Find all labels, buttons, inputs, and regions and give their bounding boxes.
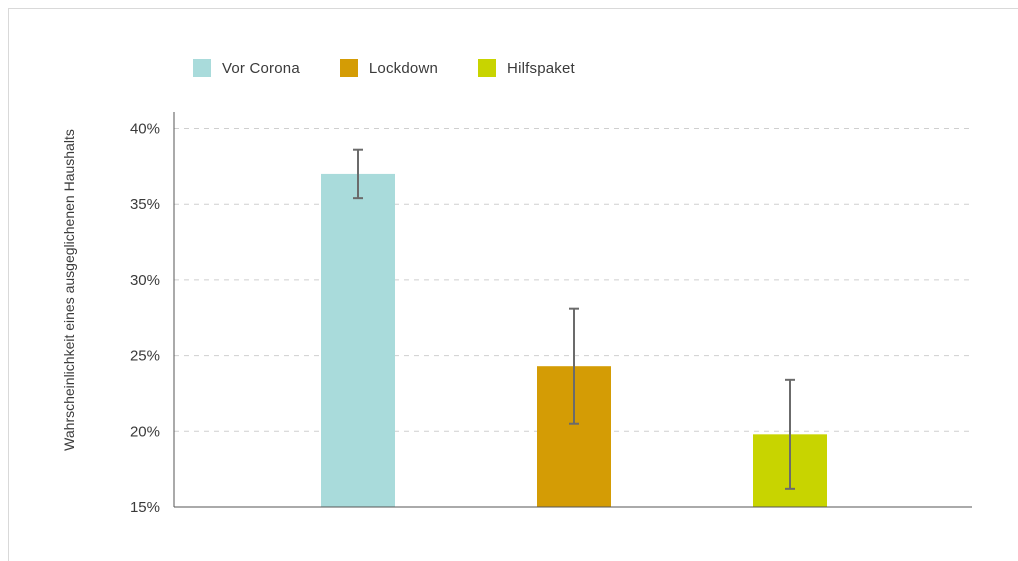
y-axis-title: Wahrscheinlichkeit eines ausgeglichenen … [61, 129, 77, 451]
gridlines [174, 128, 972, 432]
legend-swatch-hilfspaket [478, 59, 497, 77]
y-tick-label: 35% [130, 196, 160, 213]
legend-label-hilfspaket: Hilfspaket [507, 59, 575, 77]
legend-label-vor-corona: Vor Corona [222, 59, 300, 77]
legend-item-vor-corona: Vor Corona [193, 59, 300, 77]
y-tick-label: 20% [130, 423, 160, 440]
legend-swatch-lockdown [339, 59, 358, 77]
legend-item-lockdown: Lockdown [339, 59, 439, 77]
y-tick-label: 30% [130, 272, 160, 289]
y-tick-label: 25% [130, 348, 160, 365]
y-tick-label: 40% [130, 121, 160, 138]
y-tick-label: 15% [130, 499, 160, 516]
y-tick-labels: 15% 20% 25% 30% 35% 40% [130, 121, 160, 517]
error-bars [353, 148, 795, 490]
legend: Vor Corona Lockdown Hilfspaket [193, 58, 615, 78]
legend-label-lockdown: Lockdown [368, 59, 439, 77]
legend-swatch-vor-corona [193, 59, 211, 77]
chart-frame [8, 8, 1018, 561]
bar-vor-corona [321, 173, 395, 508]
legend-item-hilfspaket: Hilfspaket [478, 59, 575, 77]
